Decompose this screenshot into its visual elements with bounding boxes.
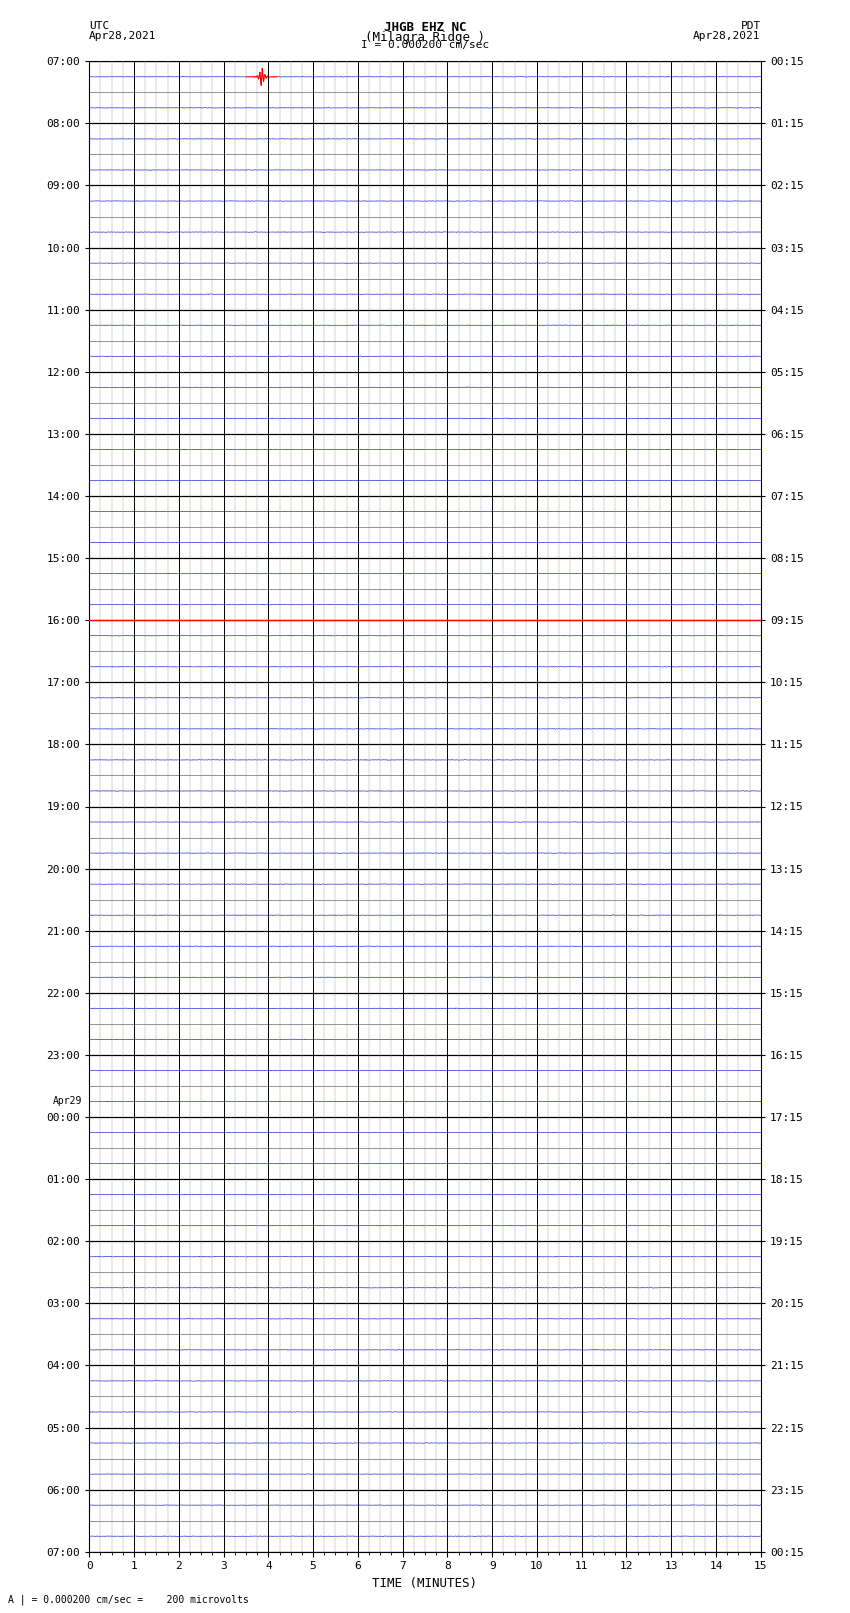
Text: Apr29: Apr29 bbox=[53, 1095, 82, 1107]
X-axis label: TIME (MINUTES): TIME (MINUTES) bbox=[372, 1578, 478, 1590]
Text: Apr28,2021: Apr28,2021 bbox=[694, 31, 761, 40]
Text: (Milagra Ridge ): (Milagra Ridge ) bbox=[365, 31, 485, 44]
Text: A | = 0.000200 cm/sec =    200 microvolts: A | = 0.000200 cm/sec = 200 microvolts bbox=[8, 1594, 249, 1605]
Text: I = 0.000200 cm/sec: I = 0.000200 cm/sec bbox=[361, 40, 489, 50]
Text: UTC: UTC bbox=[89, 21, 110, 31]
Text: JHGB EHZ NC: JHGB EHZ NC bbox=[383, 21, 467, 34]
Text: PDT: PDT bbox=[740, 21, 761, 31]
Text: Apr28,2021: Apr28,2021 bbox=[89, 31, 156, 40]
